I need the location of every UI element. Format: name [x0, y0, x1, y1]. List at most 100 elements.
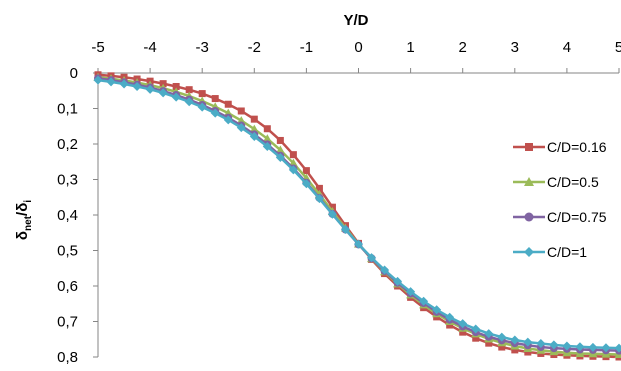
- data-point: [237, 107, 245, 115]
- data-point: [446, 321, 454, 329]
- x-tick-label: 2: [459, 39, 467, 56]
- data-point: [119, 79, 129, 89]
- data-point: [145, 84, 155, 94]
- data-point: [432, 305, 442, 315]
- x-tick-label: -4: [143, 39, 156, 56]
- y-tick-label: 0,6: [57, 278, 78, 295]
- y-tick-label: 0,8: [57, 349, 78, 366]
- legend-item: C/D=0.75: [513, 209, 607, 225]
- data-point: [289, 151, 297, 159]
- series-line: [97, 77, 620, 352]
- legend-item: C/D=0.16: [513, 139, 607, 155]
- data-point: [419, 296, 429, 306]
- y-tick-label: 0,2: [57, 136, 78, 153]
- data-point: [198, 90, 206, 98]
- data-point: [525, 143, 533, 151]
- data-point: [302, 167, 310, 175]
- data-point: [171, 92, 181, 102]
- data-point: [549, 340, 559, 350]
- y-tick-label: 0,5: [57, 243, 78, 260]
- chart-axes: [93, 68, 620, 358]
- data-point: [184, 97, 194, 107]
- data-point: [275, 152, 285, 162]
- x-tick-label: 4: [563, 39, 571, 56]
- data-point: [159, 80, 167, 88]
- data-point: [262, 134, 272, 143]
- data-point: [340, 225, 350, 235]
- y-tick-label: 0,1: [57, 101, 78, 118]
- y-tick-label: 0,4: [57, 207, 78, 224]
- data-point: [93, 75, 103, 85]
- data-point: [472, 334, 480, 342]
- data-point: [380, 265, 390, 275]
- x-tick-label: 1: [406, 39, 414, 56]
- y-tick-label: 0,7: [57, 314, 78, 331]
- data-point: [354, 239, 363, 249]
- data-point: [288, 165, 298, 175]
- legend-label: C/D=0.75: [547, 209, 607, 225]
- data-point: [458, 319, 468, 329]
- data-point: [614, 343, 621, 353]
- data-point: [562, 341, 572, 351]
- x-axis-title: Y/D: [343, 12, 368, 29]
- y-tick-label: 0: [70, 65, 78, 82]
- data-point: [301, 179, 311, 189]
- data-point: [367, 253, 377, 263]
- x-tick-label: 0: [354, 39, 362, 56]
- data-point: [588, 342, 598, 352]
- data-point: [497, 332, 507, 342]
- x-tick-label: -2: [248, 39, 261, 56]
- legend-item: C/D=0.5: [513, 174, 599, 190]
- data-point: [211, 95, 219, 103]
- data-point: [601, 343, 611, 353]
- data-point: [106, 77, 116, 87]
- data-point: [185, 86, 193, 94]
- data-point: [511, 346, 519, 354]
- data-point: [276, 136, 284, 144]
- data-point: [158, 88, 168, 98]
- legend-label: C/D=0.16: [547, 139, 607, 155]
- data-point: [485, 339, 493, 347]
- data-point: [459, 328, 467, 336]
- y-axis-title: δnet/δi: [14, 200, 34, 240]
- data-point: [249, 124, 259, 133]
- data-point: [510, 335, 520, 345]
- data-point: [275, 145, 285, 154]
- x-tick-label: 5: [615, 39, 621, 56]
- legend-label: C/D=0.5: [547, 174, 599, 190]
- series-3: [94, 74, 621, 355]
- data-point: [484, 329, 494, 339]
- x-tick-label: -1: [300, 39, 313, 56]
- data-point: [249, 132, 259, 142]
- data-point: [575, 342, 585, 352]
- x-tick-labels: -5 -4 -3 -2 -1 0 1 2 3 4 5: [91, 39, 621, 56]
- data-point: [524, 348, 532, 356]
- data-point: [406, 287, 416, 297]
- data-point: [393, 276, 403, 286]
- data-point: [314, 194, 324, 204]
- data-point: [524, 212, 534, 222]
- data-point: [224, 100, 232, 108]
- data-point: [172, 82, 180, 90]
- data-point: [327, 209, 337, 219]
- data-point: [524, 177, 534, 186]
- data-point: [262, 141, 272, 151]
- y-tick-labels: 0 0,1 0,2 0,3 0,4 0,5 0,6 0,7 0,8: [57, 65, 78, 366]
- data-point: [471, 324, 481, 334]
- x-tick-label: -5: [91, 39, 104, 56]
- y-tick-label: 0,3: [57, 172, 78, 189]
- legend: C/D=0.16 C/D=0.5 C/D=0.75 C/D=1: [513, 139, 607, 260]
- series-2: [93, 72, 621, 359]
- x-tick-label: -3: [196, 39, 209, 56]
- data-point: [250, 115, 258, 123]
- data-point: [445, 312, 455, 322]
- legend-label: C/D=1: [547, 244, 587, 260]
- x-tick-label: 3: [511, 39, 519, 56]
- legend-item: C/D=1: [513, 244, 587, 260]
- data-point: [523, 337, 533, 347]
- data-point: [315, 184, 323, 192]
- series-4: [93, 75, 621, 353]
- data-point: [236, 116, 246, 125]
- data-point: [223, 115, 233, 125]
